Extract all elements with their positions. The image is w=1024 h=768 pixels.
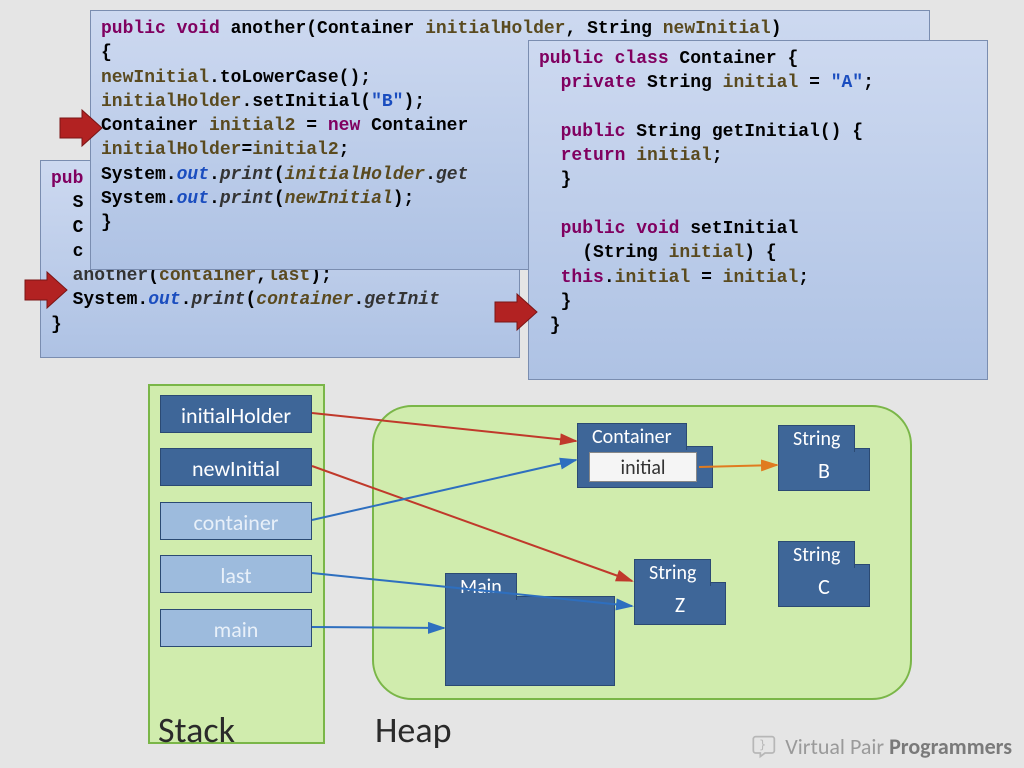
watermark: } Virtual Pair Programmers [751,732,1012,760]
heap-object-tab: String [778,425,855,452]
stack-item-last: last [160,555,312,593]
heap-object-string-z: StringZ [634,582,726,625]
heap-object-string-b: StringB [778,448,870,491]
heap-label: Heap [375,708,452,752]
stack-item-newInitial: newInitial [160,448,312,486]
code-panel-front: public class Container { private String … [528,40,988,380]
heap-object-string-c: StringC [778,564,870,607]
svg-text:}: } [759,737,766,751]
heap-object-tab: String [634,559,711,586]
heap-object-main: Main [445,596,615,686]
logo-icon: } [751,732,779,760]
stack-item-container: container [160,502,312,540]
heap-object-tab: Main [445,573,517,600]
heap-object-tab: String [778,541,855,568]
heap-field-initial: initial [589,452,697,482]
stack-item-main: main [160,609,312,647]
heap-object-tab: Container [577,423,687,450]
stack-label: Stack [158,708,235,752]
stack-item-initialHolder: initialHolder [160,395,312,433]
